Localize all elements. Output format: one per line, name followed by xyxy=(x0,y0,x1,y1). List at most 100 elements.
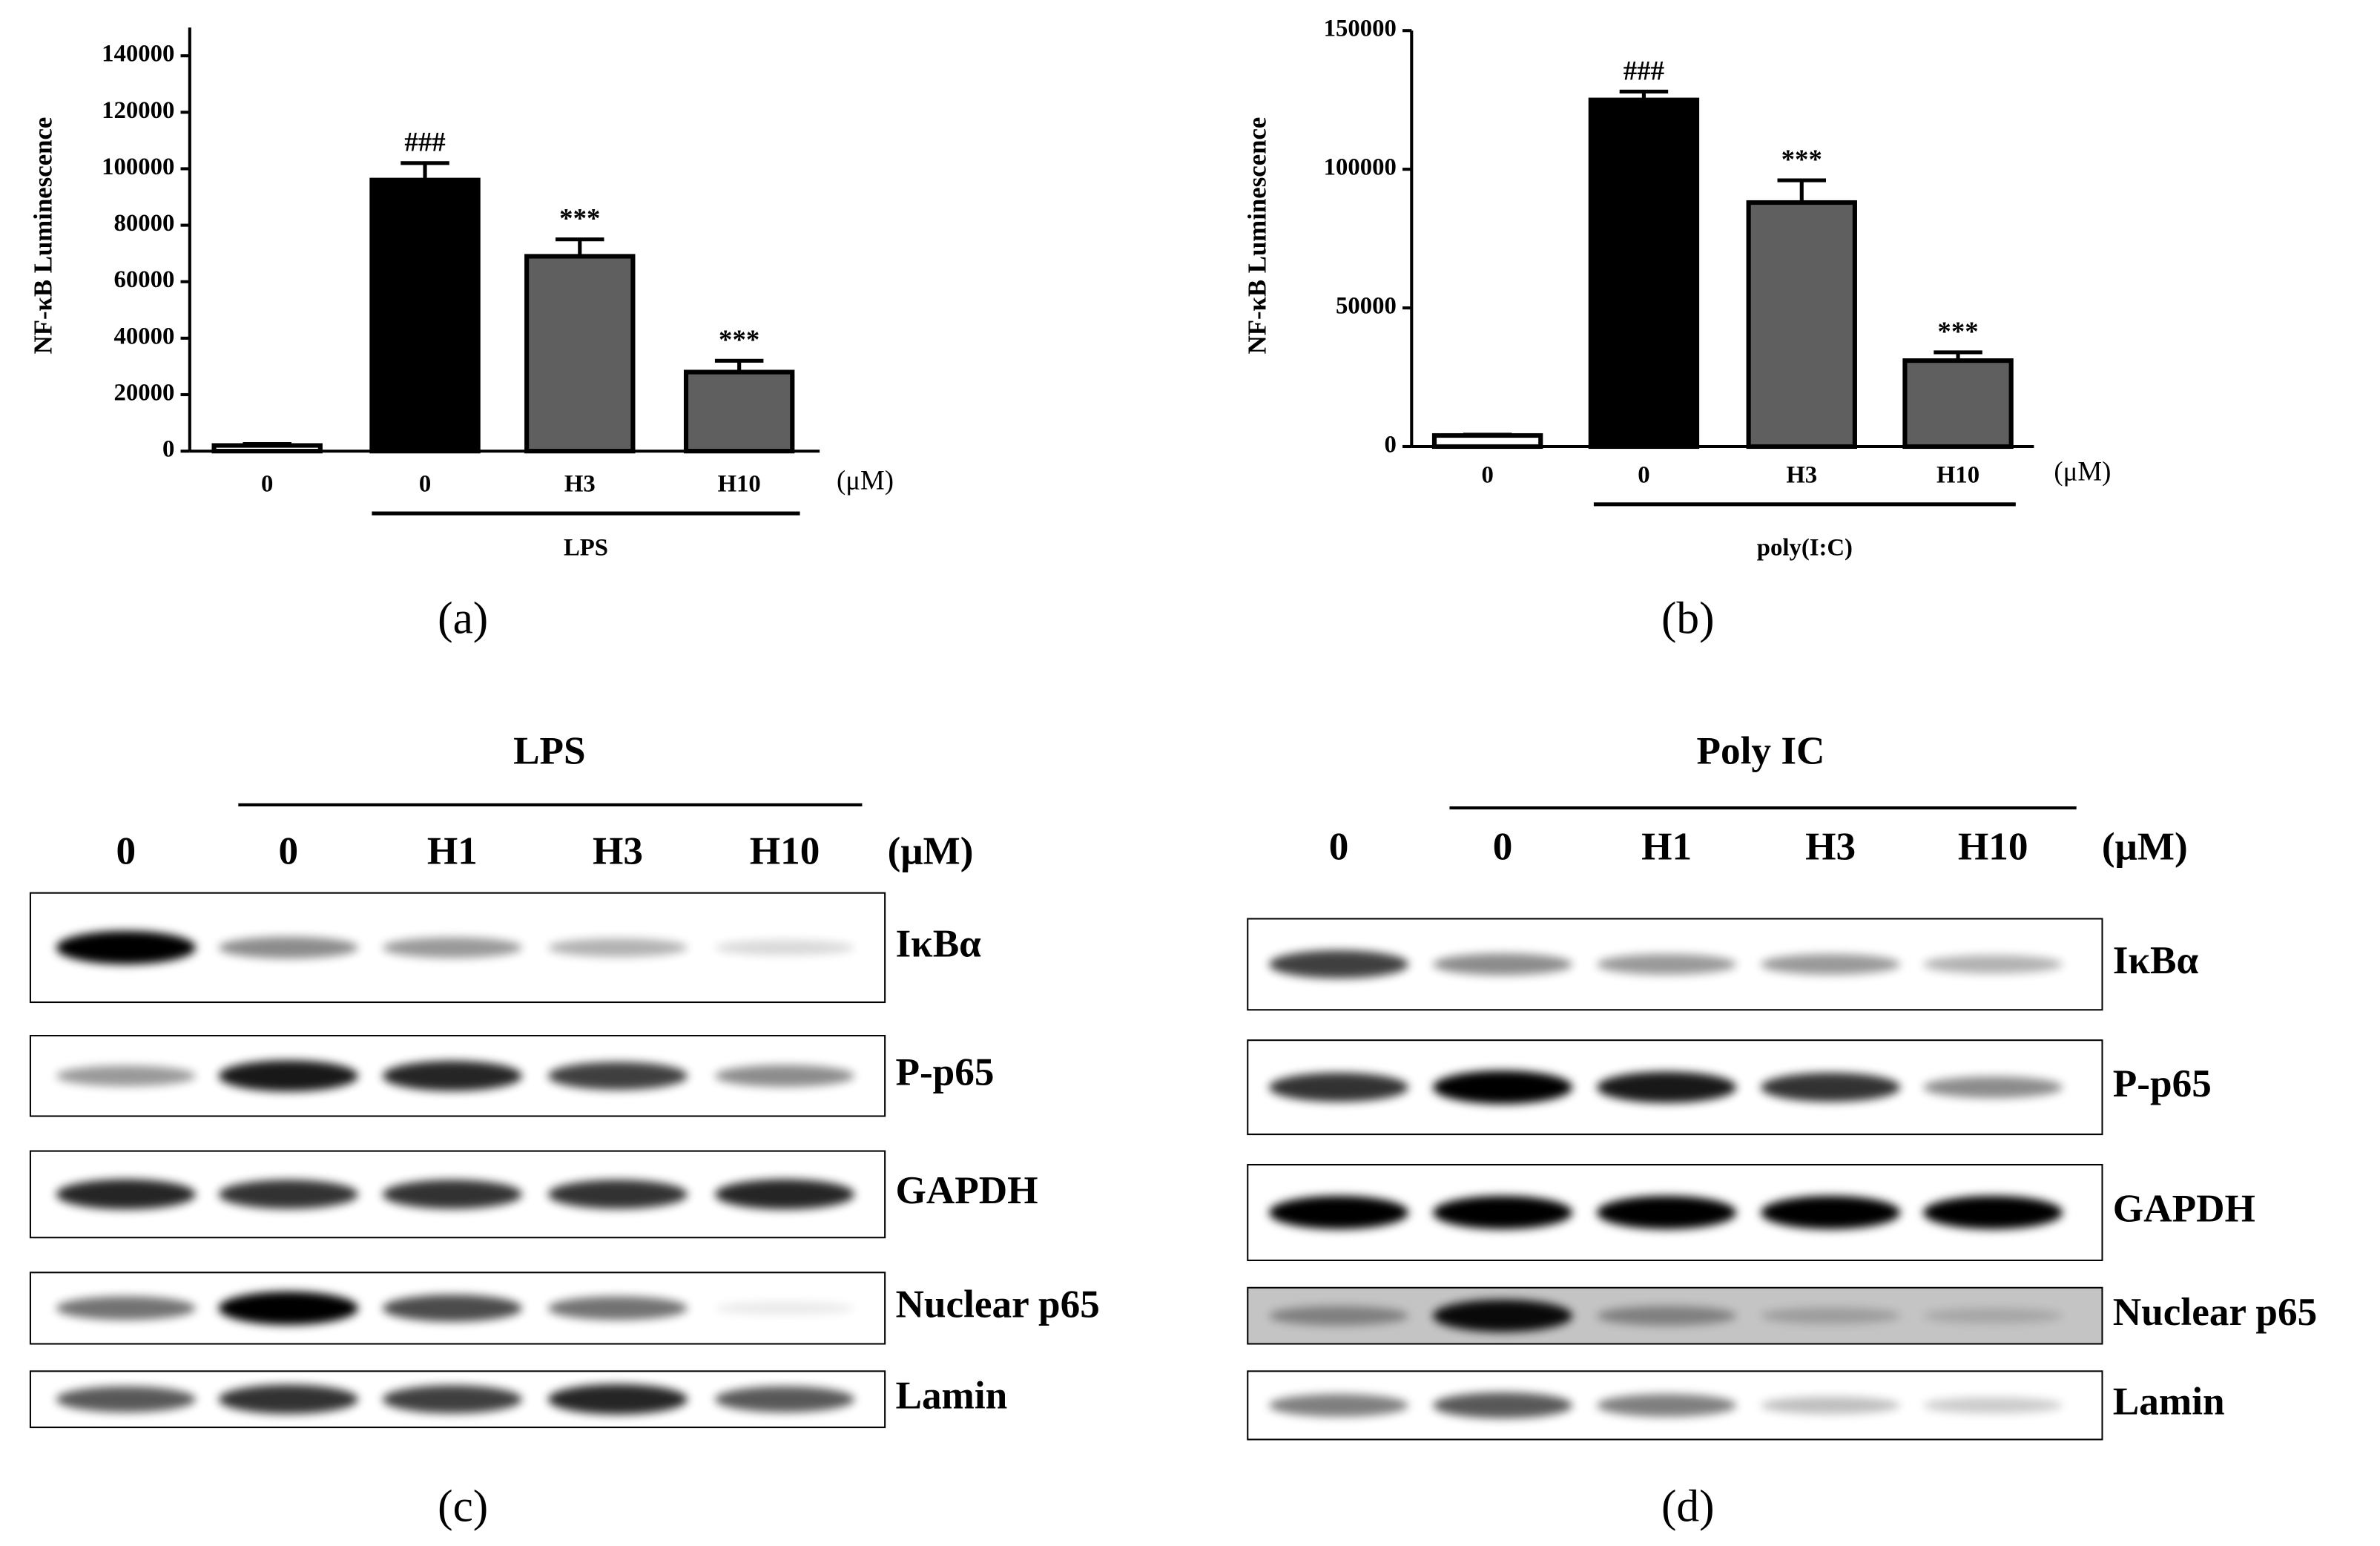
y-tick-label: 0 xyxy=(162,436,174,463)
band xyxy=(1432,953,1573,976)
bar xyxy=(369,177,481,454)
x-tick-label: 0 xyxy=(1638,461,1649,488)
y-tick-label: 0 xyxy=(1384,432,1396,458)
bar xyxy=(1588,97,1700,450)
annotation: *** xyxy=(1781,144,1822,174)
x-tick-label: 0 xyxy=(419,471,431,498)
band xyxy=(56,1065,197,1087)
lane-label: 0 xyxy=(1493,825,1513,869)
band xyxy=(547,1062,688,1091)
band xyxy=(56,930,197,964)
band xyxy=(382,1180,523,1209)
band xyxy=(1596,1306,1737,1326)
lane-label: H10 xyxy=(1958,825,2028,869)
y-axis-label: NF-κB Luminescence xyxy=(28,117,57,355)
band xyxy=(1268,1195,1409,1229)
band xyxy=(1268,1072,1409,1102)
lane-label: H1 xyxy=(1641,825,1692,869)
y-tick-label: 20000 xyxy=(114,380,175,407)
annotation: ### xyxy=(404,127,445,157)
unit-label: (μM) xyxy=(2054,455,2111,486)
annotation: *** xyxy=(559,203,600,234)
panel-label: (d) xyxy=(1661,1481,1715,1532)
band xyxy=(218,936,358,958)
band xyxy=(1596,1394,1737,1417)
lane-label: H3 xyxy=(593,829,643,873)
band xyxy=(218,1291,358,1325)
band xyxy=(382,1295,523,1322)
lane-label: H10 xyxy=(750,829,820,873)
y-tick-label: 50000 xyxy=(1336,293,1397,320)
x-tick-label: H3 xyxy=(1786,461,1817,488)
band xyxy=(56,1386,197,1412)
band xyxy=(382,1385,523,1414)
bar xyxy=(1746,200,1857,450)
band xyxy=(1922,955,2063,974)
band xyxy=(1596,1071,1737,1103)
unit-label: (μM) xyxy=(888,829,974,873)
annotation: ### xyxy=(1624,55,1664,85)
band xyxy=(382,1060,523,1091)
band xyxy=(547,938,688,957)
lane-label: 0 xyxy=(116,829,136,873)
row-label: P-p65 xyxy=(895,1050,994,1094)
bar xyxy=(683,369,795,454)
band xyxy=(714,1386,855,1412)
row-label: Lamin xyxy=(895,1373,1007,1417)
band xyxy=(1268,1394,1409,1417)
lane-label: H1 xyxy=(427,829,478,873)
panel-label: (c) xyxy=(438,1481,488,1532)
row-label: Nuclear p65 xyxy=(895,1283,1099,1326)
lane-label: 0 xyxy=(279,829,299,873)
row-label: P-p65 xyxy=(2113,1062,2212,1105)
band xyxy=(714,1065,855,1087)
x-tick-label: 0 xyxy=(1481,461,1493,488)
band xyxy=(547,1180,688,1209)
blot-title: LPS xyxy=(513,729,586,773)
bar xyxy=(1902,358,2014,450)
band xyxy=(218,1180,358,1209)
band xyxy=(714,1179,855,1210)
band xyxy=(1432,1299,1573,1332)
y-tick-label: 150000 xyxy=(1324,16,1397,42)
row-label: IκBα xyxy=(2113,938,2199,982)
y-tick-label: 60000 xyxy=(114,266,175,293)
row-label: GAPDH xyxy=(2113,1187,2255,1231)
group-label: LPS xyxy=(564,535,608,562)
panel-label: (a) xyxy=(438,593,488,643)
row-label: Nuclear p65 xyxy=(2113,1290,2317,1334)
band xyxy=(218,1060,358,1092)
x-tick-label: 0 xyxy=(261,471,273,498)
band xyxy=(1922,1397,2063,1414)
band xyxy=(1922,1076,2063,1099)
y-axis-label: NF-κB Luminescence xyxy=(1243,117,1272,355)
x-tick-label: H10 xyxy=(718,471,761,498)
x-tick-label: H3 xyxy=(564,471,596,498)
band xyxy=(1432,1195,1573,1229)
blot-title: Poly IC xyxy=(1697,729,1825,773)
y-tick-label: 140000 xyxy=(102,41,174,68)
band xyxy=(1761,1072,1901,1102)
lane-label: H3 xyxy=(1805,825,1856,869)
band xyxy=(1922,1195,2063,1229)
band xyxy=(1761,1307,1901,1324)
band xyxy=(1268,950,1409,978)
band xyxy=(1761,953,1901,975)
unit-label: (μM) xyxy=(837,465,894,496)
band xyxy=(714,1301,855,1315)
row-label: IκBα xyxy=(895,922,981,966)
row-label: GAPDH xyxy=(895,1168,1038,1212)
band xyxy=(218,1384,358,1414)
y-tick-label: 120000 xyxy=(102,97,174,124)
y-tick-label: 40000 xyxy=(114,323,175,349)
y-tick-label: 100000 xyxy=(1324,154,1397,181)
annotation: *** xyxy=(719,324,759,355)
y-tick-label: 80000 xyxy=(114,210,175,237)
band xyxy=(714,940,855,955)
band xyxy=(547,1296,688,1320)
band xyxy=(1596,1195,1737,1229)
bar xyxy=(1431,432,1543,450)
band xyxy=(56,1179,197,1210)
bar xyxy=(211,443,323,454)
